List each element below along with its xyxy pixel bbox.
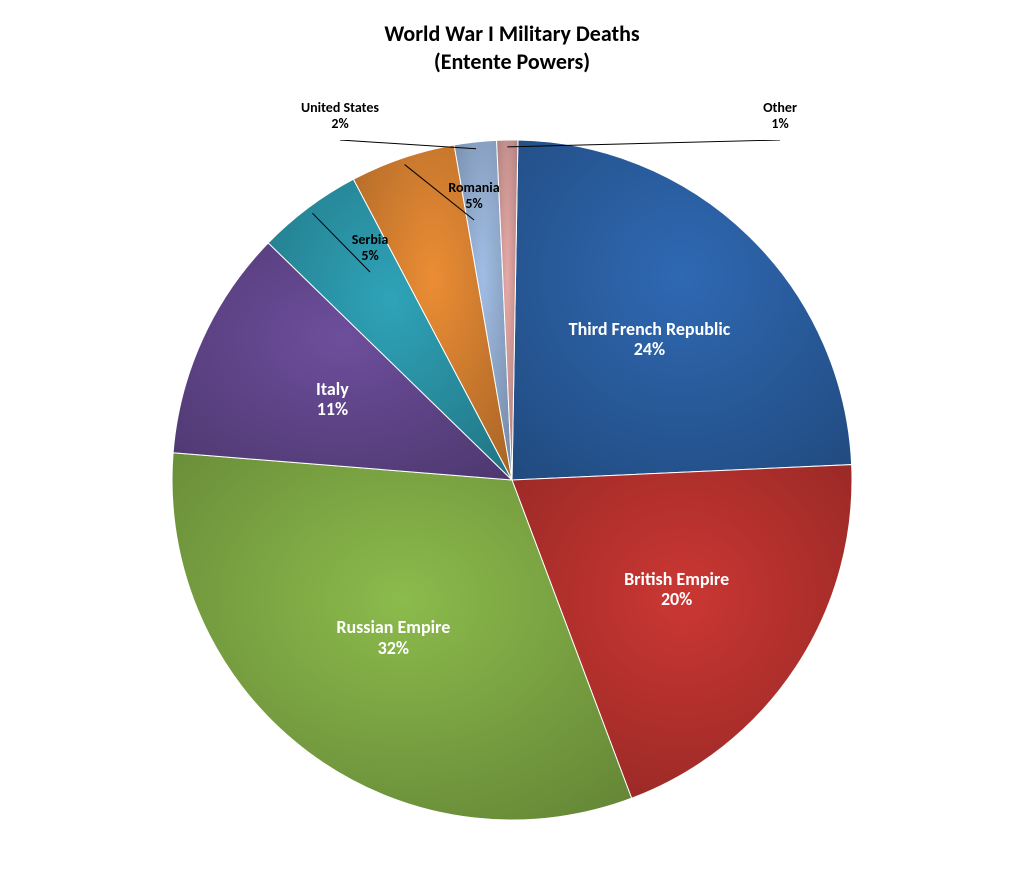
pie-chart: Third French Republic24% British Empire20… (172, 140, 852, 820)
slice-name: Serbia (352, 231, 389, 248)
slice-label-internal: British Empire20% (567, 569, 787, 610)
slice-label-external: Romania5% (414, 180, 534, 212)
slice-pct: 2% (331, 115, 348, 132)
chart-title-line1: World War I Military Deaths (384, 20, 639, 47)
slice-name: British Empire (624, 568, 729, 590)
slice-label-internal: Italy11% (222, 379, 442, 420)
slice-pct: 20% (661, 588, 692, 610)
slice-pct: 1% (771, 115, 788, 132)
slice-label-internal: Russian Empire32% (283, 617, 503, 658)
slice-name: United States (301, 99, 379, 116)
slice-pct: 24% (634, 338, 665, 360)
slice-pct: 11% (317, 398, 348, 420)
slice-label-external: Serbia5% (310, 232, 430, 264)
slice-pct: 32% (378, 637, 409, 659)
slice-label-external: United States2% (280, 100, 400, 132)
slice-pct: 5% (361, 247, 378, 264)
slice-name: Romania (448, 179, 499, 196)
slice-name: Third French Republic (569, 318, 731, 340)
slice-pct: 5% (465, 195, 482, 212)
slice-label-external: Other1% (720, 100, 840, 132)
pie-slice (512, 140, 852, 480)
slice-name: Italy (316, 378, 349, 400)
slice-label-internal: Third French Republic24% (539, 319, 759, 360)
slice-name: Russian Empire (336, 616, 450, 638)
chart-title: World War I Military Deaths (Entente Pow… (0, 20, 1024, 75)
slice-name: Other (763, 99, 797, 116)
chart-title-line2: (Entente Powers) (434, 48, 590, 75)
